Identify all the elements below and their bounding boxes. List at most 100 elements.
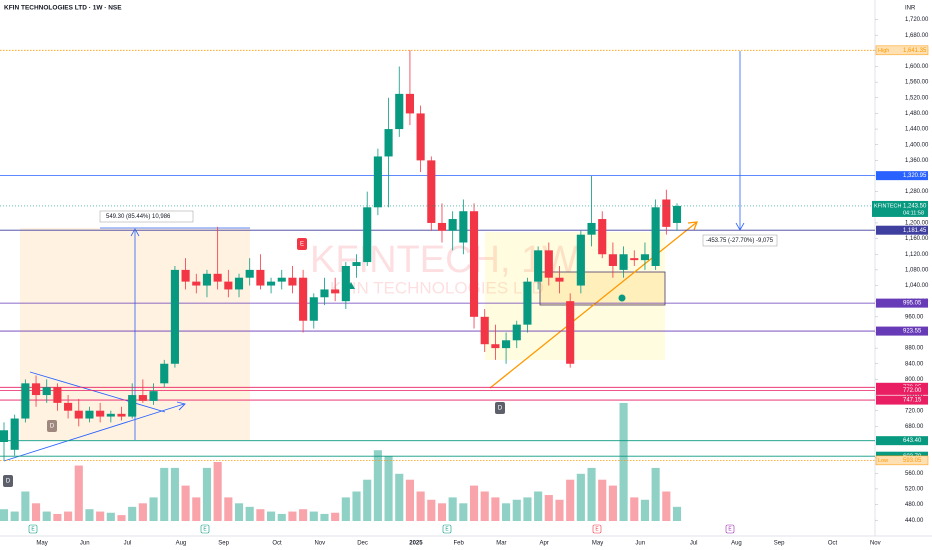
volume-bar [331, 512, 340, 521]
volume-bar [128, 506, 137, 521]
volume-bar [448, 497, 457, 521]
candle-body [555, 277, 564, 282]
candle-body [299, 277, 308, 321]
y-tick-label: 1,520.00 [905, 95, 929, 101]
candle-body [459, 211, 468, 243]
candle-body [384, 129, 393, 157]
event-label: E [445, 527, 449, 533]
x-tick-label: Jun [635, 541, 645, 547]
candle-body [117, 413, 126, 417]
event-label: E [728, 527, 732, 533]
candle-body [170, 269, 179, 364]
measure-label: -453.75 (-27.70%) -9,075 [706, 238, 774, 244]
watermark-sub: KFIN TECHNOLOGIES LTD [330, 278, 544, 297]
currency: INR [905, 6, 916, 12]
level-tag: Low [878, 458, 888, 464]
volume-bar [170, 467, 179, 521]
volume-bar [10, 511, 19, 521]
candle-body [608, 254, 617, 266]
level-label: 995.05 [903, 301, 922, 307]
zone-box [539, 271, 666, 306]
candle-body [480, 316, 489, 345]
candle-body [405, 93, 414, 114]
level-label-box [876, 326, 928, 336]
volume-bar [117, 515, 126, 521]
event-icon [28, 524, 38, 534]
y-tick-label: 1,440.00 [905, 127, 929, 133]
y-tick-label: 960.00 [905, 314, 924, 320]
candle-body [373, 156, 382, 208]
candle-body [213, 273, 222, 282]
y-tick-label: 1,720.00 [905, 17, 929, 23]
candle-body [363, 207, 372, 263]
candle-body [138, 395, 147, 401]
event-icon [442, 524, 452, 534]
volume-bar [256, 509, 265, 521]
x-tick-label: Oct [272, 541, 282, 547]
y-tick-label: 1,360.00 [905, 158, 929, 164]
trend-line [3, 403, 185, 462]
candle-body [512, 324, 521, 341]
x-tick-label: May [36, 541, 47, 547]
level-label: 643.40 [903, 438, 922, 444]
arrow-head [176, 401, 186, 411]
y-tick-label: 1,080.00 [905, 267, 929, 273]
y-tick-label: 1,200.00 [905, 221, 929, 227]
volume-bar [213, 462, 222, 521]
candle-body [576, 234, 585, 286]
x-tick-label: Sep [218, 541, 229, 547]
volume-bar [619, 403, 628, 521]
y-tick-label: 1,040.00 [905, 283, 929, 289]
candle-body [0, 430, 9, 442]
candle-body [224, 281, 233, 290]
candle-body [448, 219, 457, 231]
candle-body [21, 383, 30, 419]
candle-body [202, 273, 212, 286]
candle-body [256, 269, 265, 286]
candle-body [234, 277, 244, 290]
volume-bar [234, 503, 244, 521]
candle-body [309, 297, 318, 321]
candle-body [651, 207, 660, 266]
arrow-head [130, 228, 140, 237]
volume-bar [640, 499, 650, 521]
volume-bar [341, 497, 350, 521]
volume-bar [192, 497, 201, 521]
candle-body [619, 254, 628, 270]
y-tick-label: 1,600.00 [905, 64, 929, 70]
volume-bar [598, 479, 607, 521]
candle-body [437, 222, 447, 231]
measure-label: 549.30 (85.44%) 10,986 [106, 214, 171, 220]
event-label: E [595, 527, 599, 533]
y-tick-label: 560.00 [905, 471, 924, 477]
badge [3, 475, 13, 487]
y-tick-label: 1,280.00 [905, 189, 929, 195]
level-label: 593.05 [903, 458, 922, 464]
volume-bar [437, 503, 447, 521]
volume-bar [267, 511, 276, 521]
volume-bar [502, 503, 511, 521]
candle-body [192, 281, 201, 286]
y-tick-label: 1,680.00 [905, 33, 929, 39]
label-box [99, 210, 194, 223]
candle-body [267, 281, 276, 286]
volume-bar [160, 467, 169, 521]
x-tick-label: May [592, 541, 603, 547]
candle-body [416, 113, 425, 161]
candle-body [160, 363, 169, 384]
badge [495, 402, 505, 414]
volume-bar [662, 491, 671, 521]
candle-body [587, 222, 596, 235]
candle-body [598, 219, 607, 255]
candle-body [106, 413, 115, 417]
volume-bar [587, 467, 596, 521]
x-tick-label: Aug [176, 541, 187, 547]
candle-body [469, 211, 479, 317]
x-tick-label: Jun [80, 541, 90, 547]
volume-bar [202, 467, 212, 521]
candle-body [245, 269, 254, 278]
volume-bar [480, 491, 489, 521]
candle-body [395, 93, 404, 130]
x-tick-label: Feb [453, 541, 464, 547]
